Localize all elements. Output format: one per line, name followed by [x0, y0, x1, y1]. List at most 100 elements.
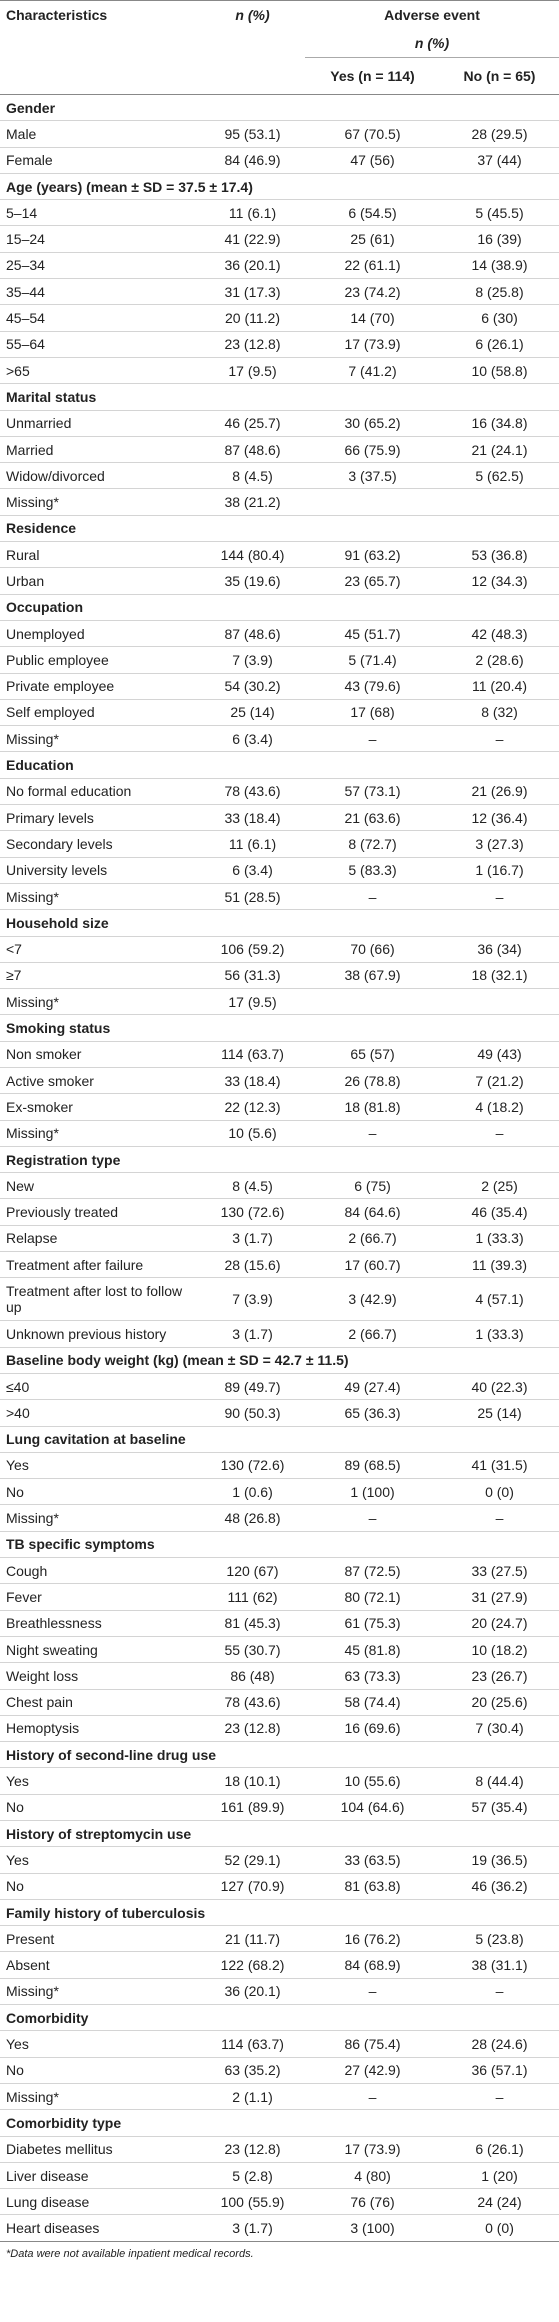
data-row: Rural 144 (80.4) 91 (63.2) 53 (36.8)	[0, 541, 559, 568]
value-cell: 16 (69.6)	[305, 1714, 440, 1742]
row-label: Relapse	[0, 1224, 200, 1252]
row-label: Missing*	[0, 2082, 200, 2110]
section-row: Education	[0, 751, 559, 779]
value-cell: 28 (29.5)	[440, 120, 559, 148]
section-title: Household size	[0, 909, 559, 936]
value-cell: 17 (9.5)	[200, 988, 305, 1015]
data-row: No 127 (70.9) 81 (63.8) 46 (36.2)	[0, 1872, 559, 1900]
value-cell: 16 (39)	[440, 225, 559, 253]
data-row: Liver disease 5 (2.8) 4 (80) 1 (20)	[0, 2161, 559, 2189]
value-cell: 114 (63.7)	[200, 2030, 305, 2058]
value-cell: –	[305, 882, 440, 910]
value-cell: 49 (43)	[440, 1040, 559, 1068]
data-row: Yes 18 (10.1) 10 (55.6) 8 (44.4)	[0, 1767, 559, 1795]
data-row: No 1 (0.6) 1 (100) 0 (0)	[0, 1478, 559, 1505]
row-label: Unemployed	[0, 619, 200, 647]
data-row: No 161 (89.9) 104 (64.6) 57 (35.4)	[0, 1793, 559, 1821]
row-label: Female	[0, 146, 200, 174]
value-cell: 7 (30.4)	[440, 1714, 559, 1742]
value-cell: 76 (76)	[305, 2188, 440, 2215]
value-cell: 25 (14)	[440, 1399, 559, 1427]
value-cell: 20 (25.6)	[440, 1688, 559, 1716]
section-title: Marital status	[0, 383, 559, 411]
data-row: Hemoptysis 23 (12.8) 16 (69.6) 7 (30.4)	[0, 1714, 559, 1742]
header-cell: n (%)	[200, 0, 305, 95]
data-row: Missing* 38 (21.2)	[0, 488, 559, 516]
data-row: 55–64 23 (12.8) 17 (73.9) 6 (26.1)	[0, 330, 559, 358]
section-row: Gender	[0, 93, 559, 121]
data-row: Chest pain 78 (43.6) 58 (74.4) 20 (25.6)	[0, 1688, 559, 1716]
data-row: Fever 111 (62) 80 (72.1) 31 (27.9)	[0, 1583, 559, 1611]
value-cell: 90 (50.3)	[200, 1399, 305, 1427]
value-cell: 23 (74.2)	[305, 278, 440, 305]
row-label: University levels	[0, 856, 200, 884]
value-cell: 17 (73.9)	[305, 330, 440, 358]
row-label: Non smoker	[0, 1040, 200, 1068]
row-label: Missing*	[0, 882, 200, 910]
data-table: Characteristics n (%) Adverse event n (%…	[0, 0, 559, 2241]
value-cell: 30 (65.2)	[305, 409, 440, 437]
value-cell: –	[440, 1504, 559, 1532]
value-cell: 23 (12.8)	[200, 330, 305, 358]
value-cell: 130 (72.6)	[200, 1198, 305, 1226]
header-cell: Yes (n = 114)	[305, 57, 440, 95]
value-cell: 21 (11.7)	[200, 1925, 305, 1952]
value-cell	[440, 488, 559, 516]
row-label: 15–24	[0, 225, 200, 253]
value-cell: 23 (26.7)	[440, 1662, 559, 1690]
header-cell: Adverse event	[384, 7, 480, 23]
value-cell: 80 (72.1)	[305, 1583, 440, 1611]
row-label: Present	[0, 1925, 200, 1952]
value-cell: 1 (0.6)	[200, 1478, 305, 1505]
value-cell: 52 (29.1)	[200, 1846, 305, 1874]
section-title: Smoking status	[0, 1014, 559, 1042]
value-cell: 19 (36.5)	[440, 1846, 559, 1874]
value-cell: 7 (3.9)	[200, 646, 305, 674]
row-label: Missing*	[0, 988, 200, 1015]
section-row: Family history of tuberculosis	[0, 1898, 559, 1926]
value-cell: 87 (72.5)	[305, 1557, 440, 1584]
value-cell: 87 (48.6)	[200, 619, 305, 647]
value-cell: 95 (53.1)	[200, 120, 305, 148]
header-cell: n (%)	[305, 29, 559, 58]
data-row: 5–14 11 (6.1) 6 (54.5) 5 (45.5)	[0, 199, 559, 226]
value-cell: –	[440, 2082, 559, 2110]
row-label: Missing*	[0, 1119, 200, 1147]
value-cell: 63 (35.2)	[200, 2056, 305, 2084]
value-cell: 10 (18.2)	[440, 1635, 559, 1663]
row-label: Widow/divorced	[0, 462, 200, 489]
value-cell: 25 (14)	[200, 698, 305, 726]
value-cell: 22 (61.1)	[305, 251, 440, 279]
row-label: Fever	[0, 1583, 200, 1611]
value-cell: 6 (3.4)	[200, 856, 305, 884]
value-cell: –	[440, 882, 559, 910]
value-cell: 1 (33.3)	[440, 1320, 559, 1348]
value-cell: 3 (37.5)	[305, 462, 440, 489]
value-cell: 1 (16.7)	[440, 856, 559, 884]
row-label: Diabetes mellitus	[0, 2135, 200, 2163]
data-row: Self employed 25 (14) 17 (68) 8 (32)	[0, 698, 559, 726]
value-cell: 14 (38.9)	[440, 251, 559, 279]
value-cell: 35 (19.6)	[200, 567, 305, 595]
section-row: Age (years) (mean ± SD = 37.5 ± 17.4)	[0, 172, 559, 200]
value-cell: 43 (79.6)	[305, 672, 440, 700]
value-cell: 86 (48)	[200, 1662, 305, 1690]
data-row: ≤40 89 (49.7) 49 (27.4) 40 (22.3)	[0, 1372, 559, 1400]
value-cell: 89 (49.7)	[200, 1372, 305, 1400]
data-row: Missing* 17 (9.5)	[0, 988, 559, 1015]
value-cell: 161 (89.9)	[200, 1793, 305, 1821]
value-cell: 18 (81.8)	[305, 1093, 440, 1121]
data-row: Absent 122 (68.2) 84 (68.9) 38 (31.1)	[0, 1951, 559, 1979]
value-cell: 16 (76.2)	[305, 1925, 440, 1952]
section-row: Residence	[0, 514, 559, 542]
data-row: New 8 (4.5) 6 (75) 2 (25)	[0, 1172, 559, 1199]
data-row: Female 84 (46.9) 47 (56) 37 (44)	[0, 146, 559, 174]
value-cell: 20 (24.7)	[440, 1609, 559, 1637]
value-cell: 86 (75.4)	[305, 2030, 440, 2058]
row-label: Yes	[0, 1451, 200, 1479]
data-row: Non smoker 114 (63.7) 65 (57) 49 (43)	[0, 1040, 559, 1068]
value-cell: 6 (3.4)	[200, 725, 305, 752]
row-label: Breathlessness	[0, 1609, 200, 1637]
data-row: Previously treated 130 (72.6) 84 (64.6) 46 …	[0, 1198, 559, 1226]
table-body: Gender Male 95 (53.1) 67 (70.5) 28 (29.5) Fem…	[0, 93, 559, 2241]
